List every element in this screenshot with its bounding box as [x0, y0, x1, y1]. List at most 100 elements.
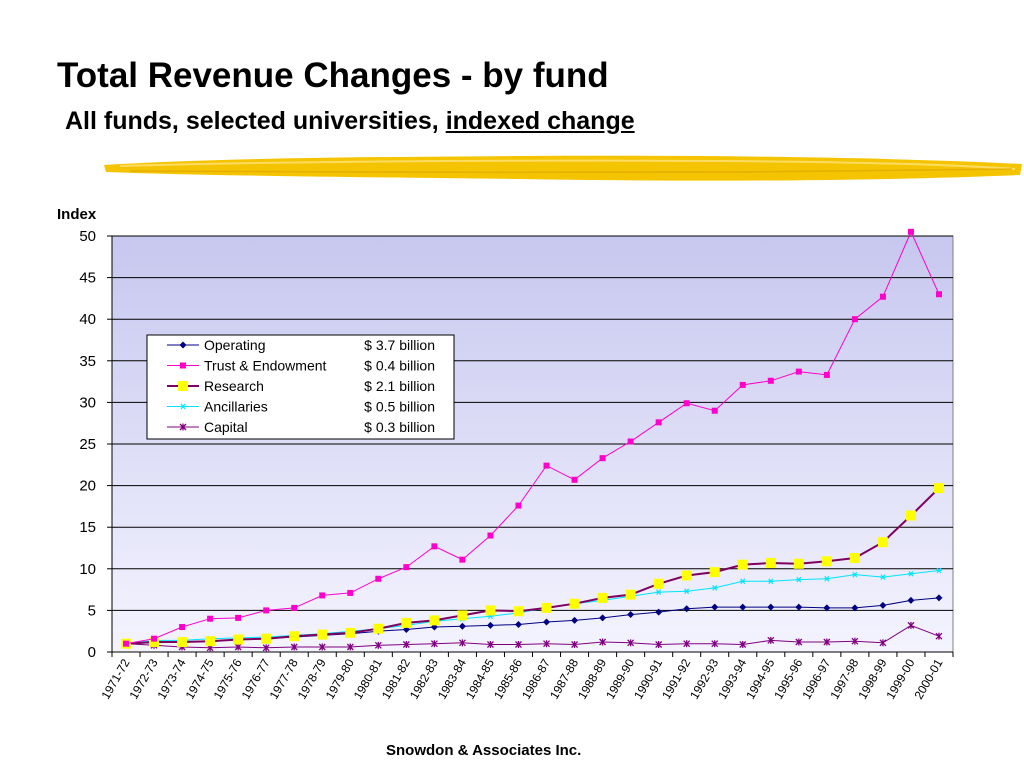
series-line-capital [125, 624, 940, 649]
data-point-operating [627, 611, 635, 619]
data-point-research [877, 537, 888, 548]
y-tick-label: 10 [79, 561, 96, 578]
legend-label: Ancillaries [204, 399, 268, 415]
legend-label: Capital [204, 419, 248, 435]
data-point-capital [823, 638, 831, 646]
data-point-research [625, 589, 636, 600]
data-point-trust-endowment [487, 532, 494, 539]
data-point-trust-endowment [711, 407, 718, 414]
data-point-ancillaries [907, 570, 914, 577]
data-point-trust-endowment [123, 640, 130, 647]
data-point-capital [627, 639, 635, 647]
data-point-capital [795, 638, 803, 646]
data-point-trust-endowment [823, 371, 830, 378]
data-point-trust-endowment [795, 368, 802, 375]
legend-amount: $ 2.1 billion [364, 378, 435, 394]
chart-legend: Operating $ 3.7 billion Trust & Endowment $… [146, 334, 455, 440]
slide-subtitle: All funds, selected universities, indexe… [65, 109, 635, 134]
data-point-capital [655, 641, 663, 649]
data-point-trust-endowment [907, 228, 914, 235]
data-point-research [149, 637, 160, 648]
data-point-capital [935, 632, 943, 640]
data-point-capital [234, 643, 242, 651]
data-point-operating [907, 596, 915, 604]
data-point-operating [739, 603, 747, 611]
data-point-capital [571, 641, 579, 649]
legend-amount: $ 0.5 billion [364, 399, 435, 415]
data-point-research [737, 559, 748, 570]
data-point-research [933, 483, 944, 494]
data-point-trust-endowment [851, 316, 858, 323]
legend-label: Operating [204, 337, 265, 353]
data-point-research [681, 570, 692, 581]
data-point-trust-endowment [431, 543, 438, 550]
marker-stroke [936, 567, 942, 574]
data-point-capital [374, 641, 382, 649]
legend-marker-capital [179, 423, 187, 431]
marker-stroke [712, 585, 718, 591]
data-point-trust-endowment [179, 624, 186, 631]
data-point-trust-endowment [319, 592, 326, 599]
data-point-operating [683, 605, 691, 613]
data-point-operating [543, 618, 551, 626]
marker-stroke [880, 574, 886, 580]
data-point-ancillaries [655, 589, 662, 595]
data-point-trust-endowment [543, 462, 550, 469]
subtitle-underlined-text: indexed change [445, 107, 635, 135]
legend-marker-research [178, 381, 188, 391]
legend-amount: $ 3.7 billion [364, 337, 435, 353]
data-point-research [401, 617, 412, 628]
y-tick-label: 5 [88, 602, 96, 619]
subtitle-text: All funds, selected universities, [65, 107, 439, 135]
data-point-capital [430, 640, 438, 648]
data-point-research [765, 557, 776, 568]
y-tick-label: 15 [79, 519, 96, 536]
data-point-operating [458, 622, 466, 630]
legend-amount: $ 0.4 billion [364, 358, 435, 374]
data-point-research [317, 629, 328, 640]
data-point-research [849, 552, 860, 563]
legend-amount: $ 0.3 billion [364, 419, 435, 435]
data-point-capital [851, 637, 859, 645]
data-point-operating [599, 614, 607, 622]
data-point-capital [907, 621, 915, 629]
data-point-research [289, 631, 300, 642]
footer-company: Snowdon & Associates Inc [386, 742, 578, 759]
legend-label: Trust & Endowment [204, 358, 327, 374]
data-point-research [597, 592, 608, 603]
data-point-capital [683, 640, 691, 648]
data-point-operating [935, 594, 943, 602]
data-point-capital [767, 636, 775, 644]
y-tick-label: 40 [79, 311, 96, 328]
data-point-operating [655, 608, 663, 616]
data-point-capital [262, 644, 270, 652]
marker-stroke [768, 578, 774, 585]
data-point-trust-endowment [879, 293, 886, 300]
footer-credit: Snowdon & Associates Inc. [386, 742, 581, 759]
data-point-operating [486, 621, 494, 629]
data-point-trust-endowment [739, 381, 746, 388]
yellow-brush-stroke [104, 155, 1022, 181]
data-point-trust-endowment [151, 635, 158, 642]
data-point-operating [514, 621, 522, 629]
data-point-ancillaries [823, 575, 830, 582]
y-tick-label: 45 [79, 270, 96, 287]
data-point-research [793, 558, 804, 569]
marker-stroke [824, 575, 830, 582]
legend-marker-operating [179, 341, 187, 349]
data-point-operating [711, 603, 719, 611]
legend-marker-ancillaries [180, 403, 186, 410]
data-point-capital [739, 641, 747, 649]
data-point-capital [458, 639, 466, 647]
series-capital [122, 621, 943, 652]
data-point-capital [543, 640, 550, 648]
y-tick-label: 30 [79, 394, 96, 411]
data-point-research [233, 634, 244, 645]
data-point-capital [711, 640, 719, 648]
y-tick-label: 0 [88, 644, 96, 661]
data-point-operating [851, 604, 859, 612]
marker-stroke [852, 571, 858, 578]
data-point-operating [571, 616, 579, 624]
data-point-research [821, 556, 832, 567]
marker-stroke [908, 570, 914, 577]
